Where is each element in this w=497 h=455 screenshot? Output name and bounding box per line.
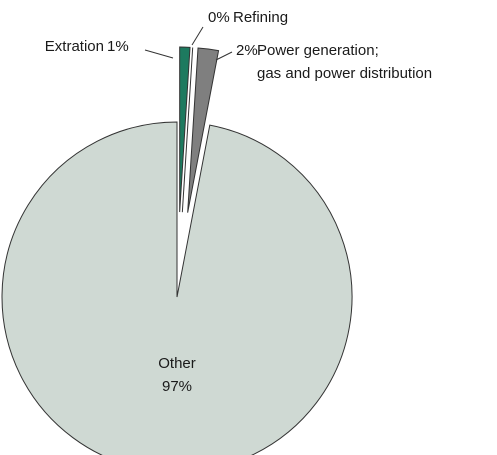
- slice-label: Extration: [45, 38, 104, 55]
- slice-value-label: 97%: [162, 378, 192, 395]
- pie-slice: [181, 47, 194, 213]
- slice-value-label: 2%: [236, 42, 258, 59]
- slice-label: Refining: [233, 9, 288, 26]
- leader-line: [144, 49, 174, 59]
- leader-line: [191, 26, 204, 46]
- pie-slice: [1, 121, 353, 455]
- leader-line: [215, 51, 233, 61]
- pie-slice: [187, 47, 220, 213]
- pie-slice: [179, 46, 191, 213]
- slice-label: Other: [158, 355, 196, 372]
- slice-label: Power generation; gas and power distribut…: [257, 42, 432, 82]
- slice-value-label: 1%: [107, 38, 129, 55]
- slice-value-label: 0%: [208, 9, 230, 26]
